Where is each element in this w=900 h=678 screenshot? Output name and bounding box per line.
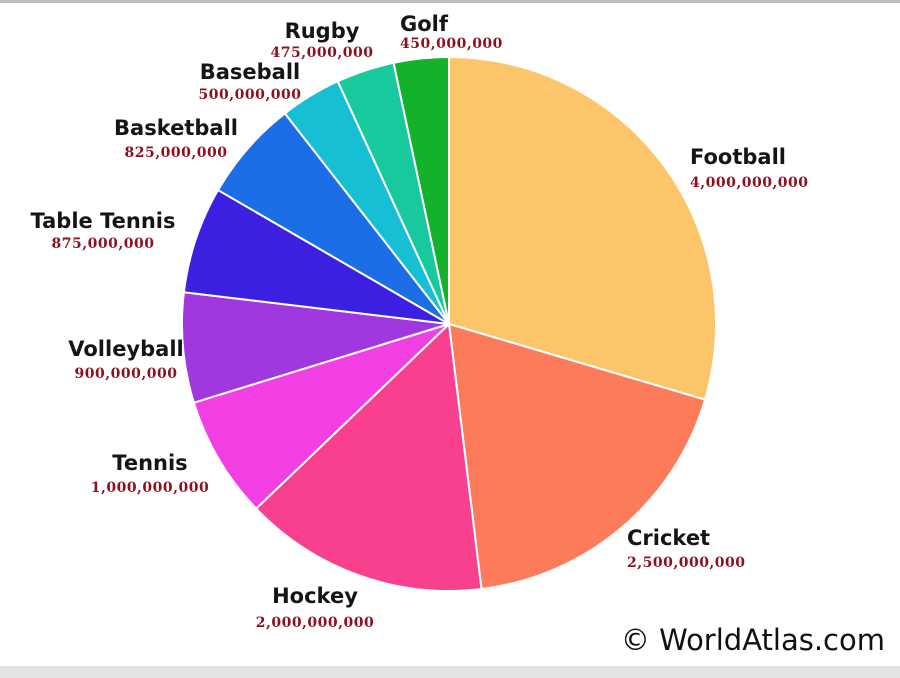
slice-label: Basketball	[114, 116, 238, 140]
value-label: 1,000,000,000	[91, 480, 210, 496]
pie-slice	[254, 321, 483, 592]
pie-slice	[448, 55, 717, 401]
slice-label: Baseball	[200, 60, 301, 84]
value-label: 500,000,000	[199, 87, 302, 103]
slice-label: Volleyball	[68, 337, 183, 361]
value-label: 875,000,000	[52, 236, 155, 252]
slice-label: Rugby	[285, 19, 360, 43]
slice-label: Table Tennis	[31, 209, 176, 233]
bottom-band	[0, 666, 900, 678]
value-label: 900,000,000	[75, 366, 178, 382]
slice-label: Cricket	[627, 526, 710, 550]
slice-label: Football	[690, 145, 786, 169]
value-label: 825,000,000	[125, 145, 228, 161]
pie	[181, 55, 717, 592]
slice-label: Golf	[400, 12, 449, 36]
pie-slice	[447, 322, 707, 591]
pie-slice	[192, 323, 450, 511]
value-label: 2,500,000,000	[627, 555, 746, 571]
top-border	[0, 0, 900, 3]
pie-slice	[392, 55, 450, 325]
slice-label: Tennis	[112, 451, 187, 475]
source-credit: © WorldAtlas.com	[621, 623, 885, 657]
value-label: 4,000,000,000	[690, 175, 809, 191]
value-label: 450,000,000	[400, 36, 503, 52]
pie-slice	[181, 291, 450, 404]
value-label: 2,000,000,000	[256, 615, 375, 631]
value-label: 475,000,000	[271, 45, 374, 61]
slice-label: Hockey	[272, 584, 358, 608]
